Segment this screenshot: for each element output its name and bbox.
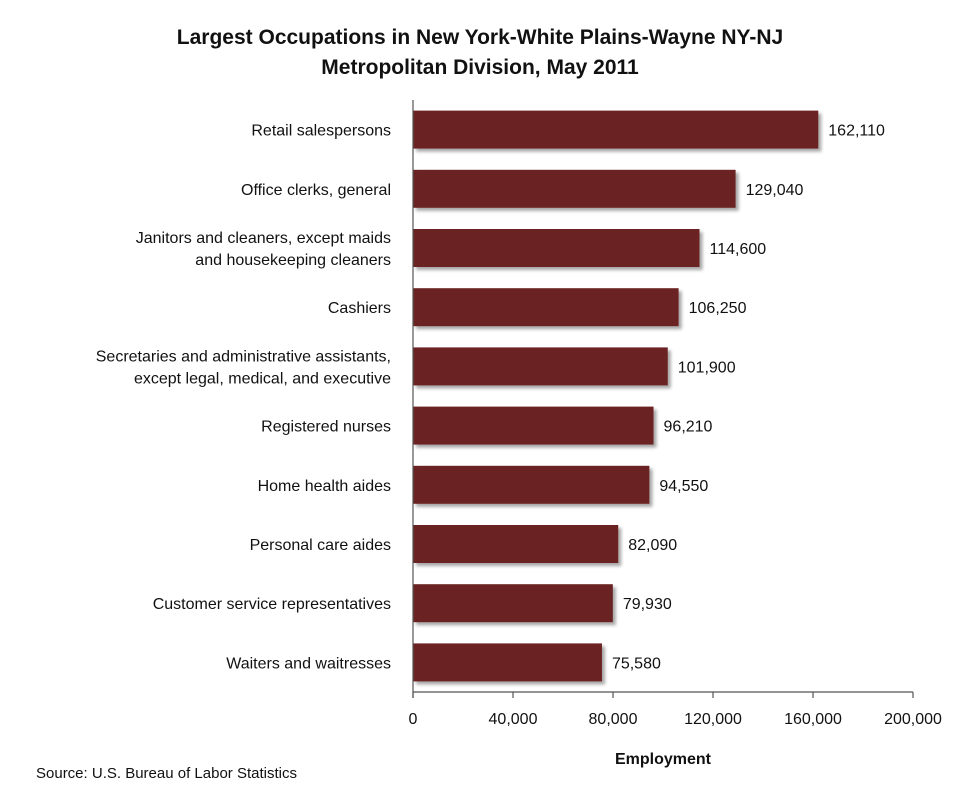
data-label: 82,090	[628, 537, 677, 554]
category-label: Waiters and waitresses	[226, 655, 391, 672]
bar	[413, 584, 613, 623]
category-label: Janitors and cleaners, except maids	[136, 230, 391, 247]
data-label: 106,250	[689, 300, 747, 317]
category-labels: Retail salespersons Office clerks, genera…	[96, 123, 391, 673]
chart-title: Largest Occupations in New York-White Pl…	[177, 26, 783, 79]
bar	[413, 525, 619, 563]
data-label: 129,040	[746, 182, 804, 199]
bar	[413, 643, 602, 682]
data-label: 75,580	[612, 655, 661, 672]
category-label: and housekeeping cleaners	[195, 252, 391, 269]
bar	[413, 465, 650, 504]
bar	[413, 288, 679, 327]
bar	[413, 110, 819, 149]
data-label: 94,550	[659, 478, 708, 495]
category-label: Cashiers	[328, 300, 391, 317]
category-label: Customer service representatives	[153, 596, 391, 613]
category-label: Personal care aides	[250, 537, 391, 554]
x-tick-label: 200,000	[884, 711, 942, 728]
chart-title-line: Metropolitan Division, May 2011	[321, 56, 639, 79]
x-axis-ticks: 0 40,000 80,000 120,000 160,000 200,000	[409, 692, 942, 728]
category-label: Secretaries and administrative assistant…	[96, 348, 391, 365]
data-label: 114,600	[710, 241, 767, 258]
bar	[413, 169, 736, 208]
x-tick-label: 40,000	[489, 711, 538, 728]
bar	[413, 229, 700, 267]
x-tick-label: 0	[409, 711, 418, 728]
x-tick-label: 160,000	[784, 711, 842, 728]
data-label: 162,110	[828, 123, 885, 140]
category-label: Office clerks, general	[241, 182, 391, 199]
data-label: 79,930	[623, 596, 672, 613]
data-label: 101,900	[678, 359, 736, 376]
data-labels: 162,110 129,040 114,600 106,250 101,900 96,21…	[612, 123, 885, 673]
x-axis-title: Employment	[615, 751, 712, 768]
x-tick-label: 80,000	[589, 711, 638, 728]
category-label: Retail salespersons	[251, 123, 391, 140]
category-label: except legal, medical, and executive	[134, 370, 391, 387]
bars-group	[413, 110, 819, 682]
data-label: 96,210	[664, 419, 713, 436]
x-tick-label: 120,000	[684, 711, 742, 728]
source-note: Source: U.S. Bureau of Labor Statistics	[36, 765, 297, 782]
category-label: Home health aides	[258, 478, 391, 495]
category-label: Registered nurses	[261, 419, 391, 436]
chart-title-line: Largest Occupations in New York-White Pl…	[177, 26, 783, 49]
bar	[413, 347, 668, 386]
bar	[413, 406, 654, 445]
